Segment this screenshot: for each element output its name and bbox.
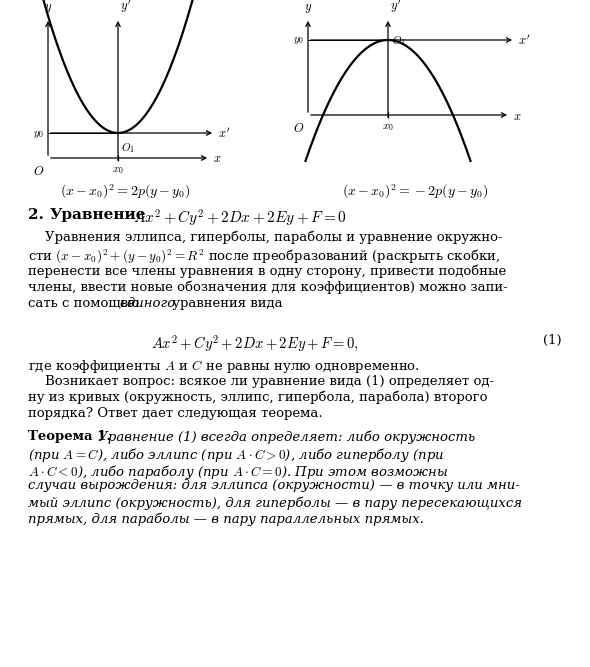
Text: $Ax^2 + Cy^2 + 2Dx + 2Ey + F = 0,$: $Ax^2 + Cy^2 + 2Dx + 2Ey + F = 0,$	[151, 334, 359, 354]
Text: $A \cdot C < 0$), либо параболу (при $A \cdot C = 0$). При этом возможны: $A \cdot C < 0$), либо параболу (при $A …	[28, 463, 448, 481]
Text: Теорема 1.: Теорема 1.	[28, 430, 111, 443]
Text: $O$: $O$	[293, 122, 304, 135]
Text: $O$: $O$	[33, 165, 44, 178]
Text: прямых, для параболы — в пару параллельных прямых.: прямых, для параболы — в пару параллельн…	[28, 512, 424, 526]
Text: ну из кривых (окружность, эллипс, гипербола, парабола) второго: ну из кривых (окружность, эллипс, гиперб…	[28, 391, 487, 404]
Text: $Ax^2 + Cy^2 + 2Dx + 2Ey + F = 0$: $Ax^2 + Cy^2 + 2Dx + 2Ey + F = 0$	[133, 208, 347, 229]
Text: случаи вырождения: для эллипса (окружности) — в точку или мни-: случаи вырождения: для эллипса (окружнос…	[28, 480, 520, 492]
Text: уравнения вида: уравнения вида	[168, 297, 283, 310]
Text: Уравнения эллипса, гиперболы, параболы и уравнение окружно-: Уравнения эллипса, гиперболы, параболы и…	[28, 231, 503, 245]
Text: мый эллипс (окружность), для гиперболы — в пару пересекающихся: мый эллипс (окружность), для гиперболы —…	[28, 496, 522, 510]
Text: $y$: $y$	[304, 2, 312, 15]
Text: $y_0$: $y_0$	[293, 35, 304, 47]
Text: Уравнение (1) всегда определяет: либо окружность: Уравнение (1) всегда определяет: либо ок…	[94, 430, 476, 444]
Text: $x'$: $x'$	[518, 34, 530, 48]
Text: члены, ввести новые обозначения для коэффициентов) можно запи-: члены, ввести новые обозначения для коэф…	[28, 281, 508, 294]
Text: $x$: $x$	[213, 153, 222, 165]
Text: $x'$: $x'$	[218, 127, 230, 141]
Text: $O_1$: $O_1$	[121, 141, 135, 155]
Text: перенести все члены уравнения в одну сторону, привести подобные: перенести все члены уравнения в одну сто…	[28, 264, 506, 277]
Text: $(x - x_0)^2 = 2p(y - y_0)$: $(x - x_0)^2 = 2p(y - y_0)$	[60, 183, 190, 201]
Text: (1): (1)	[543, 334, 562, 347]
Text: $y$: $y$	[44, 2, 52, 15]
Text: 2.: 2.	[28, 208, 44, 222]
Text: порядка? Ответ дает следующая теорема.: порядка? Ответ дает следующая теорема.	[28, 408, 323, 420]
Text: $y_0$: $y_0$	[33, 129, 44, 139]
Text: (при $A = C$), либо эллипс (при $A \cdot C > 0$), либо гиперболу (при: (при $A = C$), либо эллипс (при $A \cdot…	[28, 446, 444, 464]
Text: Возникает вопрос: всякое ли уравнение вида (1) определяет од-: Возникает вопрос: всякое ли уравнение ви…	[28, 374, 494, 388]
Text: сти $(x-x_0)^2+(y-y_0)^2=R^2$ после преобразований (раскрыть скобки,: сти $(x-x_0)^2+(y-y_0)^2=R^2$ после прео…	[28, 247, 500, 265]
Text: $x_0$: $x_0$	[382, 122, 394, 133]
Text: сать с помощью: сать с помощью	[28, 297, 143, 310]
Text: $O_1$: $O_1$	[392, 34, 406, 48]
Text: где коэффициенты $A$ и $C$ не равны нулю одновременно.: где коэффициенты $A$ и $C$ не равны нулю…	[28, 358, 420, 375]
Text: $(x - x_0)^2 = -2p(y - y_0)$: $(x - x_0)^2 = -2p(y - y_0)$	[342, 183, 488, 201]
Text: единого: единого	[119, 297, 175, 310]
Text: $x$: $x$	[513, 109, 522, 123]
Text: $y'$: $y'$	[390, 0, 401, 15]
Text: Уравнение: Уравнение	[50, 208, 146, 222]
Text: $y'$: $y'$	[120, 0, 132, 15]
Text: $x_0$: $x_0$	[112, 165, 124, 176]
